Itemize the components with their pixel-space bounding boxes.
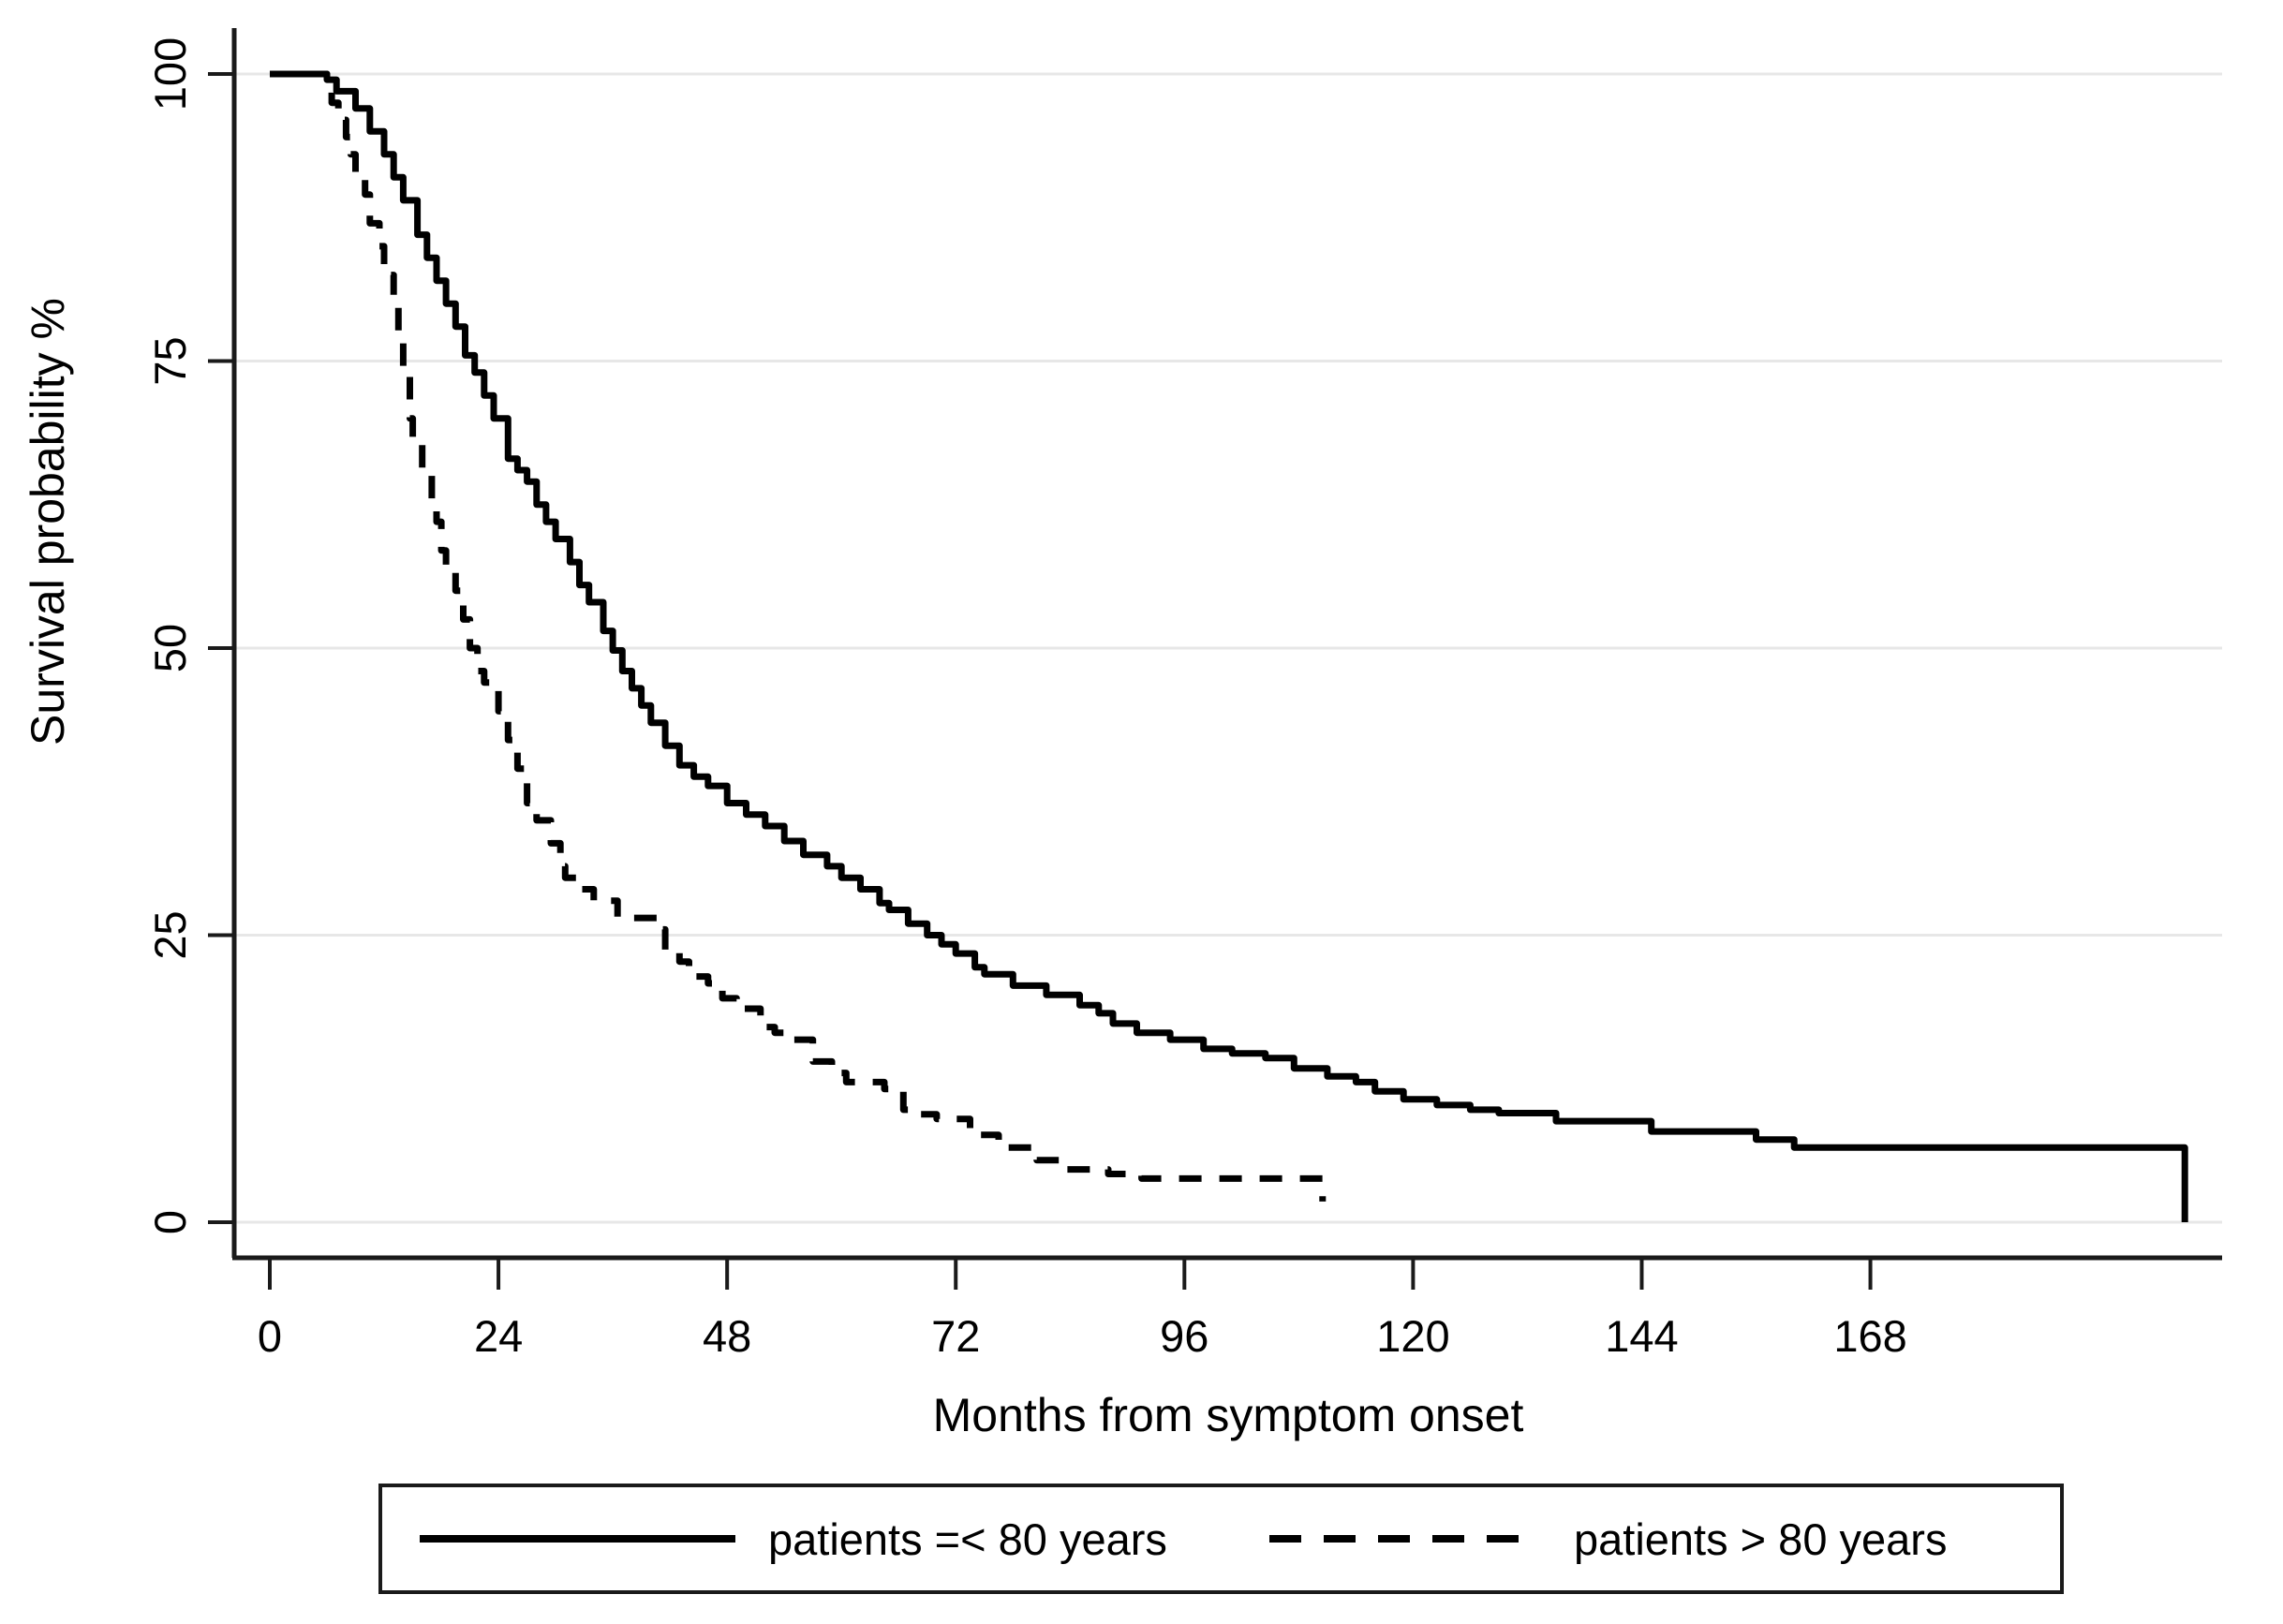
legend-box: patients =< 80 years patients > 80 years <box>378 1484 2064 1594</box>
tick-labels: 0 25 50 75 100 0 24 48 72 96 120 144 168 <box>145 37 1907 1361</box>
x-tick-label-24: 24 <box>474 1311 523 1361</box>
y-tick-label-50: 50 <box>145 624 195 672</box>
x-tick-label-120: 120 <box>1376 1311 1449 1361</box>
x-tick-label-96: 96 <box>1160 1311 1208 1361</box>
y-tick-label-75: 75 <box>145 336 195 385</box>
axes <box>231 28 2222 1261</box>
legend-border <box>378 1484 2064 1594</box>
curve-gt80-dashed <box>270 70 1327 1202</box>
x-tick-label-72: 72 <box>931 1311 980 1361</box>
curve-le80-solid <box>270 70 2188 1222</box>
gridlines <box>234 72 2222 1224</box>
x-axis-title: Months from symptom onset <box>933 1389 1524 1441</box>
x-tick-label-144: 144 <box>1605 1311 1678 1361</box>
legend-label-le80: patients =< 80 years <box>768 1514 1167 1564</box>
x-tick-label-48: 48 <box>703 1311 751 1361</box>
legend-label-gt80: patients > 80 years <box>1574 1514 1947 1564</box>
tick-marks <box>208 72 1873 1290</box>
y-tick-label-0: 0 <box>145 1210 195 1234</box>
y-tick-label-100: 100 <box>145 37 195 111</box>
y-axis-title: Survival probability % <box>22 298 74 746</box>
y-tick-label-25: 25 <box>145 910 195 959</box>
x-tick-label-0: 0 <box>258 1311 282 1361</box>
survival-curves <box>270 70 2188 1222</box>
x-tick-label-168: 168 <box>1833 1311 1906 1361</box>
